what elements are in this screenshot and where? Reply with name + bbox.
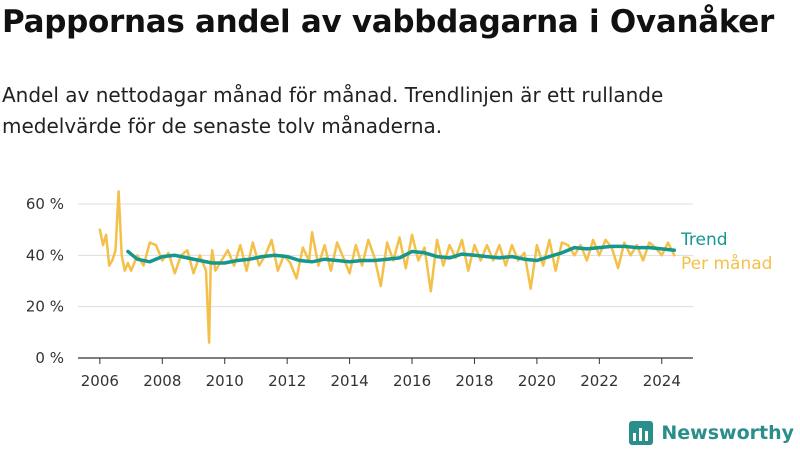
- y-tick-label: 20 %: [26, 298, 64, 316]
- x-tick-label: 2012: [268, 372, 306, 390]
- legend-label-trend: Trend: [680, 230, 728, 250]
- x-tick-label: 2010: [206, 372, 244, 390]
- y-tick-label: 40 %: [26, 246, 64, 264]
- newsworthy-logo-icon: [629, 421, 654, 445]
- x-tick-label: 2018: [455, 372, 493, 390]
- brand-logo: Newsworthy: [629, 421, 794, 445]
- series-layer: [98, 189, 677, 344]
- x-tick-label: 2008: [143, 372, 181, 390]
- series-line-trend: [126, 244, 677, 265]
- x-tick-label: 2014: [331, 372, 369, 390]
- y-axis-ticks: 0 % 20 % 40 % 60 %: [26, 195, 64, 367]
- chart-subtitle: Andel av nettodagar månad för månad. Tre…: [2, 83, 664, 138]
- series-line-per-manad: [98, 189, 676, 344]
- legend-label-per-manad: Per månad: [681, 253, 772, 274]
- x-tick-label: 2016: [393, 372, 431, 390]
- brand-name: Newsworthy: [661, 422, 794, 444]
- chart-title: Pappornas andel av vabbdagarna i Ovanåke…: [2, 4, 775, 40]
- x-tick-label: 2024: [643, 372, 681, 390]
- y-tick-label: 0 %: [35, 349, 64, 367]
- x-axis: 2006 2008 2010 2012 2014 2016 2018 2020 2022 2024: [78, 357, 693, 390]
- legend: Trend Per månad: [680, 230, 772, 274]
- x-tick-label: 2006: [81, 372, 119, 390]
- x-tick-label: 2022: [580, 372, 618, 390]
- x-tick-label: 2020: [518, 372, 556, 390]
- y-tick-label: 60 %: [26, 195, 64, 213]
